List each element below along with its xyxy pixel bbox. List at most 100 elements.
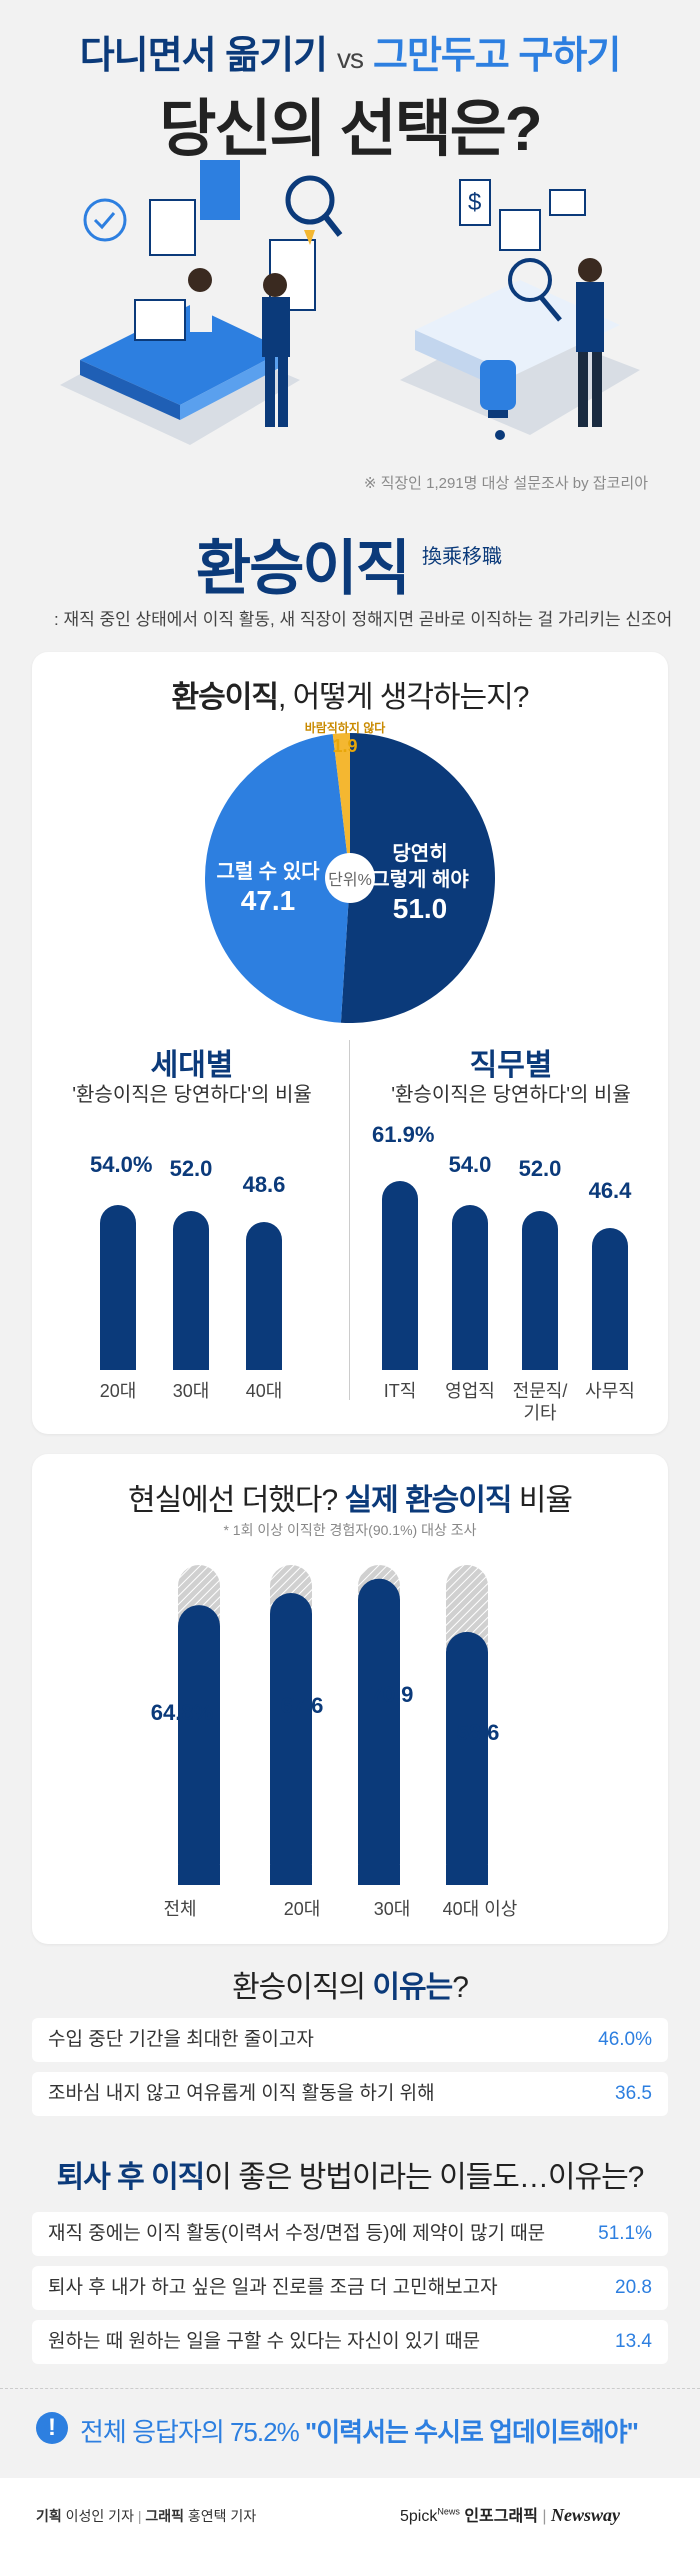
pie-slice-undesirable [332, 733, 350, 878]
divider-dashed [0, 2388, 700, 2390]
pie-center [325, 853, 375, 903]
right-office-scene: $ [400, 179, 640, 440]
actual-bar-base [270, 1865, 312, 1885]
bottom-message-bold: "이력서는 수시로 업데이트해야" [304, 2417, 639, 2447]
generation-value-3: 48.6 [242, 1172, 286, 1197]
pie-title-bold: 환승이직 [171, 681, 279, 714]
title-part2: 그만두고 구하기 [373, 35, 621, 77]
reason-text: 수입 중단 기간을 최대한 줄이고자 [48, 2029, 314, 2050]
actual-card [32, 1454, 668, 1944]
section-hanja: 換乘移職 [422, 546, 502, 568]
actual-bar [358, 1578, 400, 1885]
pie-slice-can [204, 734, 350, 1023]
reason-value: 46.0% [598, 2029, 652, 2050]
pie-value-slice2: 47.1 [241, 885, 296, 916]
actual-bar-base [178, 1865, 220, 1885]
plan-label: 기획 [36, 2508, 62, 2524]
brand-news: News [437, 2506, 460, 2517]
left-office-scene [60, 160, 343, 445]
plan-name: 이성인 기자 [65, 2508, 134, 2524]
opinion-pie-chart: 단위% 당연히 그렇게 해야 51.0 그럴 수 있다 47.1 바람직하지 않… [204, 720, 496, 1023]
title-vs: vs [337, 43, 364, 74]
job-value-2: 54.0 [448, 1152, 492, 1177]
survey-note: ※ 직장인 1,291명 대상 설문조사 by 잡코리아 [363, 475, 648, 492]
reason-row: 조바심 내지 않고 여유롭게 이직 활동을 하기 위해 36.5 [32, 2072, 668, 2116]
section-title: 환승이직 [196, 535, 411, 602]
actual-label-3: 30대 [373, 1899, 411, 1919]
generation-bar [100, 1205, 136, 1370]
graphic-name: 홍연택 기자 [187, 2508, 257, 2524]
generation-bar [173, 1211, 209, 1370]
header-title-line1: 다니면서 옮기기 vs 그만두고 구하기 [0, 24, 700, 79]
brand-infographic: 인포그래픽 [464, 2508, 538, 2525]
pie-value-slice1: 51.0 [393, 893, 448, 924]
pie-title: 환승이직, 어떻게 생각하는지? [32, 672, 668, 716]
generation-title: 세대별 [150, 1049, 234, 1082]
actual-bar [270, 1592, 312, 1885]
quit-reason-value: 20.8 [615, 2277, 652, 2298]
actual-value-3: 70.9 [370, 1682, 414, 1707]
generation-label-2: 30대 [172, 1381, 210, 1401]
quit-title-rest: 이 좋은 방법이라는 이들도…이유는? [204, 2161, 644, 2194]
actual-bar [178, 1605, 220, 1885]
pie-label-slice1-line1: 당연히 [392, 842, 447, 865]
divider [349, 1040, 350, 1400]
brand-5pick: 5pick [400, 2508, 438, 2525]
pie-value-slice3: 1.9 [332, 736, 357, 756]
brand-newsway: Newsway [551, 2505, 620, 2525]
office-illustration: $ [60, 160, 640, 445]
job-value-1: 61.9% [372, 1122, 435, 1147]
quit-reason-value: 51.1% [598, 2223, 652, 2244]
actual-bar [446, 1631, 488, 1885]
quit-reason-row: 퇴사 후 내가 하고 싶은 일과 진로를 조금 더 고민해보고자 20.8 [32, 2266, 668, 2310]
section-description: : 재직 중인 상태에서 이직 활동, 새 직장이 정해지면 곧바로 이직하는 … [54, 610, 673, 629]
job-label-3: 전문직/ 기타 [512, 1381, 568, 1423]
actual-note: * 1회 이상 이직한 경험자(90.1%) 대상 조사 [223, 1522, 477, 1538]
actual-bar-base [446, 1865, 488, 1885]
actual-title-rest: 현실에선 더했다? [127, 1484, 345, 1517]
generation-label-3: 40대 [245, 1381, 283, 1401]
actual-bars [178, 1565, 488, 1885]
job-label-1: IT직 [383, 1381, 417, 1401]
bottom-message: 전체 응답자의 75.2% "이력서는 수시로 업데이트해야" [80, 2412, 639, 2449]
header-title-line2: 당신의 선택은? [159, 95, 542, 164]
footer-bar [0, 2478, 700, 2556]
title-part1: 다니면서 옮기기 [79, 35, 328, 77]
pie-label-slice3: 바람직하지 않다 [305, 720, 386, 735]
job-label-4: 사무직 [585, 1381, 635, 1401]
pie-label-slice2: 그럴 수 있다 [216, 860, 320, 883]
graphic-label: 그래픽 [145, 2508, 185, 2524]
actual-value-1: 64.8% [150, 1700, 214, 1725]
actual-title-bold: 실제 환승이직 [344, 1484, 513, 1517]
job-title: 직무별 [469, 1049, 553, 1082]
reasons-title: 환승이직의 이유는? [0, 1962, 700, 2006]
job-label-2: 영업직 [445, 1381, 495, 1401]
pie-title-rest: , 어떻게 생각하는지? [277, 681, 529, 714]
quit-reason-value: 13.4 [615, 2331, 652, 2352]
job-value-3: 52.0 [518, 1156, 562, 1181]
pie-slice-must [340, 733, 496, 1023]
quit-reason-row: 원하는 때 원하는 일을 구할 수 있다는 자신이 있기 때문 13.4 [32, 2320, 668, 2364]
job-bar [592, 1228, 628, 1370]
job-bar [452, 1205, 488, 1370]
actual-value-2: 67.6 [280, 1693, 324, 1718]
generation-value-2: 52.0 [169, 1156, 213, 1181]
generation-label-1: 20대 [99, 1381, 137, 1401]
quit-title-bold: 퇴사 후 이직 [56, 2161, 206, 2194]
reason-text: 조바심 내지 않고 여유롭게 이직 활동을 하기 위해 [48, 2083, 435, 2104]
quit-reasons-title: 퇴사 후 이직이 좋은 방법이라는 이들도…이유는? [0, 2152, 700, 2196]
reasons-title-bold: 이유는 [372, 1971, 453, 2004]
pie-unit: 단위% [328, 871, 372, 889]
footer-brand: 5pickNews 인포그래픽 | Newsway [400, 2505, 620, 2525]
bottom-message-rest: 전체 응답자의 75.2% [80, 2417, 305, 2447]
pie-label-slice1-line2: 그렇게 해야 [371, 868, 469, 891]
quit-reason-text: 퇴사 후 내가 하고 싶은 일과 진로를 조금 더 고민해보고자 [48, 2277, 498, 2298]
pie-slices [204, 733, 496, 1023]
reasons-title-end: ? [452, 1971, 469, 2004]
job-value-4: 46.4 [588, 1178, 632, 1203]
actual-value-4: 58.6 [456, 1720, 500, 1745]
job-bar [522, 1211, 558, 1370]
reasons-title-rest: 환승이직의 [232, 1971, 373, 2004]
actual-label-4: 40대 이상 [442, 1899, 518, 1919]
generation-value-1: 54.0% [90, 1152, 153, 1177]
